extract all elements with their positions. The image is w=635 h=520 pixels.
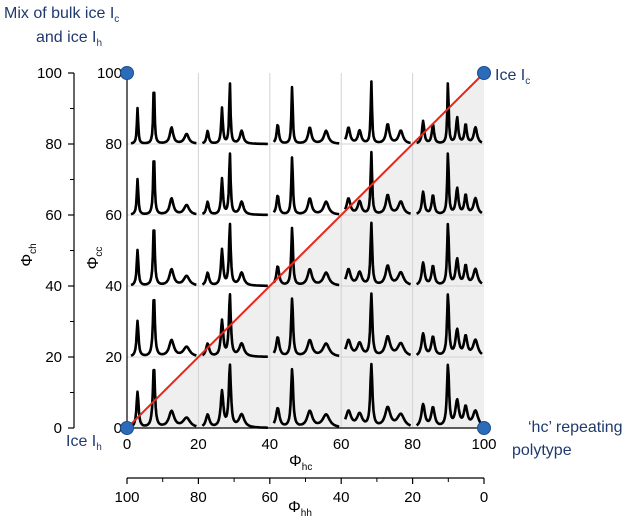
y-inner-tick-label: 40 [105, 278, 122, 295]
corner-label-top-right: Ice Ic [495, 67, 530, 87]
x-tick-label: 40 [261, 436, 278, 453]
x-tick-label: 20 [190, 436, 207, 453]
diffraction-curve [201, 152, 269, 217]
diffraction-curve [272, 85, 340, 145]
diffraction-curve [201, 82, 269, 146]
diffraction-curve [272, 156, 340, 216]
diffraction-curve [130, 298, 197, 357]
diffraction-curve [343, 362, 412, 427]
corner-label-top-left-line1: Mix of bulk ice Ic [4, 5, 119, 25]
y-outer-tick-label: 0 [54, 420, 62, 437]
y-inner-axis-label: Φcc [85, 247, 105, 270]
corner-label-bottom-right-line1: ‘hc’ repeating [528, 419, 623, 436]
diffraction-curve [416, 82, 483, 145]
corner-marker [120, 66, 134, 80]
diffraction-curve [201, 363, 269, 429]
y-inner-tick-label: 20 [105, 349, 122, 366]
diffraction-curve [272, 367, 340, 428]
diffraction-curve [130, 160, 197, 216]
diffraction-curve [272, 226, 340, 287]
diffraction-curve [130, 368, 197, 428]
y-outer-axis-label: Φch [19, 243, 39, 266]
diffraction-curves [130, 80, 483, 429]
y-outer-tick-label: 20 [45, 349, 62, 366]
y-inner-tick-label: 100 [97, 65, 122, 82]
diffraction-curve [130, 229, 197, 287]
corner-marker [477, 421, 491, 435]
x2-tick-label: 0 [480, 489, 488, 506]
corner-label-bottom-right-line2: polytype [512, 442, 572, 459]
corner-label-bottom-left: Ice Ih [66, 433, 102, 453]
grid-lines [127, 73, 484, 428]
y-inner-tick-label: 0 [114, 420, 122, 437]
y-inner-tick-label: 80 [105, 136, 122, 153]
x2-tick-label: 40 [333, 489, 350, 506]
corner-markers [120, 66, 491, 435]
diffraction-curve [343, 80, 412, 145]
diffraction-curve [343, 221, 412, 286]
diffraction-curve [343, 292, 412, 357]
diffraction-curve [130, 91, 197, 145]
x2-tick-label: 100 [114, 489, 139, 506]
diffraction-curve [416, 152, 483, 215]
diffraction-curve [415, 293, 483, 356]
diffraction-curve [415, 363, 483, 427]
x2-axis-label: Φhh [288, 499, 312, 519]
y-outer-tick-label: 100 [37, 65, 62, 82]
axes [68, 72, 485, 484]
diagonal-line [126, 72, 485, 429]
diffraction-curve [201, 222, 269, 288]
diffraction-curve [415, 222, 483, 286]
y-outer-tick-label: 60 [45, 207, 62, 224]
x-axis-label: Φhc [289, 453, 312, 473]
y-outer-tick-label: 40 [45, 278, 62, 295]
x2-tick-label: 60 [261, 489, 278, 506]
diffraction-curve [201, 293, 269, 358]
x-tick-label: 100 [471, 436, 496, 453]
corner-marker [477, 66, 491, 80]
corner-label-top-left-line2: and ice Ih [36, 29, 102, 49]
corner-marker [120, 421, 134, 435]
x-tick-label: 60 [333, 436, 350, 453]
x2-tick-label: 80 [190, 489, 207, 506]
x-tick-label: 80 [404, 436, 421, 453]
y-outer-tick-label: 80 [45, 136, 62, 153]
y-inner-tick-label: 60 [105, 207, 122, 224]
diffraction-curve [272, 297, 340, 358]
diffraction-curve [343, 150, 412, 215]
x2-tick-label: 20 [404, 489, 421, 506]
x-tick-label: 0 [123, 436, 131, 453]
